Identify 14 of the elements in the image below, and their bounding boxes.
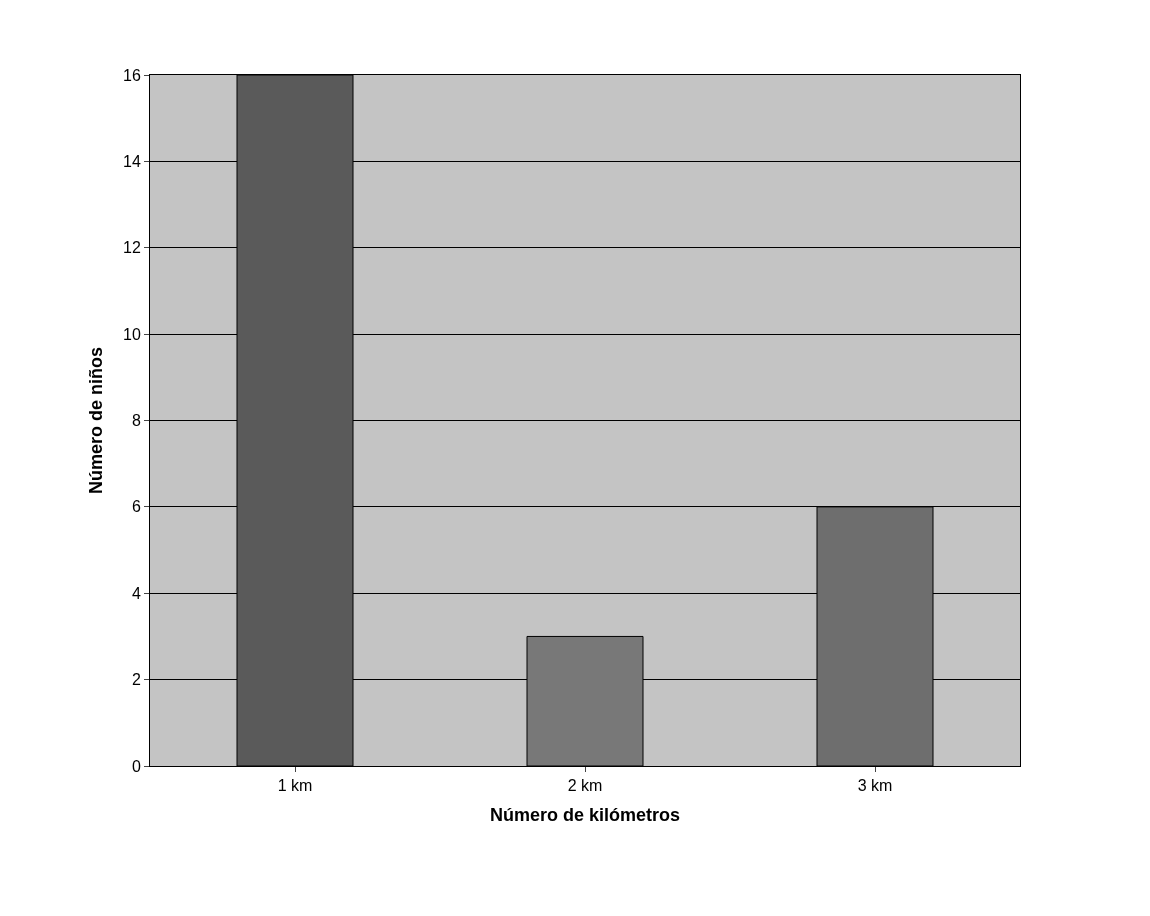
- y-tick-label: 8: [131, 412, 141, 430]
- y-tick-label: 14: [123, 152, 141, 170]
- x-tick-label: 1 km: [277, 777, 313, 795]
- y-tick-label: 16: [123, 66, 141, 84]
- x-axis-title: Número de kilómetros: [489, 805, 681, 826]
- y-tick-label: 4: [131, 584, 141, 602]
- y-axis-title: Número de niños: [86, 346, 107, 495]
- y-tick-label: 2: [131, 671, 141, 689]
- x-tick-label: 2 km: [567, 777, 603, 795]
- y-tick-label: 10: [123, 325, 141, 343]
- y-tick-label: 0: [131, 757, 141, 775]
- y-tick-label: 6: [131, 498, 141, 516]
- x-tick-label: 3 km: [857, 777, 893, 795]
- y-tick-label: 12: [123, 239, 141, 257]
